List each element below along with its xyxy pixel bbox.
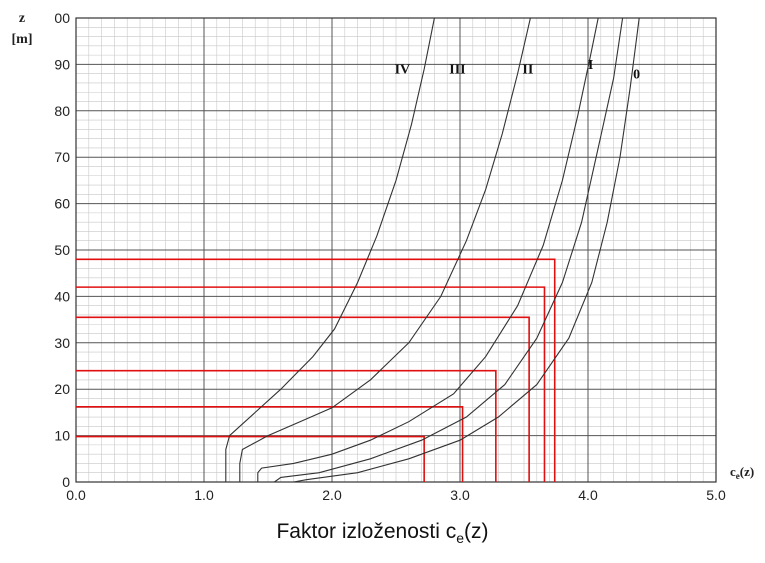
x-tick-label: 2.0 xyxy=(322,487,342,503)
red-reference-line-4 xyxy=(76,316,530,482)
y-tick-label: 70 xyxy=(54,149,70,165)
x-axis-label: ce(z) xyxy=(730,464,754,481)
curve-label-IV: IV xyxy=(395,63,411,78)
caption-tail: (z) xyxy=(464,520,489,543)
caption-sub: e xyxy=(456,530,465,547)
y-tick-label: 20 xyxy=(54,381,70,397)
y-tick-label: 10 xyxy=(54,428,70,444)
y-tick-label: 40 xyxy=(54,288,70,304)
tick-labels: 0.0 1.0 2.0 3.0 4.0 5.0 0 10 20 30 40 50 60 70 80 90 00 xyxy=(54,10,726,503)
red-reference-line-6 xyxy=(76,258,556,482)
x-tick-label: 0.0 xyxy=(66,487,86,503)
curve-label-I: I xyxy=(588,58,593,73)
red-reference-line-5 xyxy=(76,286,546,482)
x-axis-label-sub: e xyxy=(736,471,740,481)
curve-label-III: III xyxy=(449,63,465,78)
curve-label-II: II xyxy=(522,63,533,78)
y-tick-label: 50 xyxy=(54,242,70,258)
x-tick-label: 3.0 xyxy=(450,487,470,503)
y-tick-label: 80 xyxy=(54,103,70,119)
red-reference-lines xyxy=(76,258,556,482)
curve-II xyxy=(257,17,599,482)
curve-label-0: 0 xyxy=(633,67,640,82)
y-tick-label: 60 xyxy=(54,196,70,212)
caption-main: Faktor izloženosti c xyxy=(276,520,457,543)
exposure-factor-chart: IV III II I0 0.0 1.0 2.0 3.0 4.0 5.0010203040506… xyxy=(12,10,755,503)
plot-frame xyxy=(75,17,717,483)
curve-I xyxy=(274,17,624,483)
x-tick-label: 4.0 xyxy=(578,487,598,503)
curve-labels: IV III II I0 xyxy=(395,58,641,82)
x-axis-label-tail: (z) xyxy=(740,464,754,479)
y-axis-label-line2: [m] xyxy=(12,32,33,47)
terrain-curves xyxy=(225,17,640,483)
y-tick-label: 30 xyxy=(54,335,70,351)
red-reference-line-1 xyxy=(76,435,425,482)
grid-major xyxy=(75,17,717,483)
x-axis-label-main: c xyxy=(730,464,736,479)
curve-IV xyxy=(225,17,435,482)
y-tick-label: 0 xyxy=(62,474,70,490)
curve-0 xyxy=(293,17,640,483)
curve-III xyxy=(239,17,531,482)
red-reference-line-2 xyxy=(76,406,464,482)
red-reference-line-3 xyxy=(76,369,497,482)
x-tick-label: 5.0 xyxy=(706,487,726,503)
chart-caption: Faktor izloženosti ce(z) xyxy=(0,520,765,546)
x-tick-label: 1.0 xyxy=(194,487,214,503)
y-tick-label: 90 xyxy=(54,56,70,72)
y-axis-label-line1: z xyxy=(19,11,25,26)
y-tick-label: 00 xyxy=(54,10,70,26)
